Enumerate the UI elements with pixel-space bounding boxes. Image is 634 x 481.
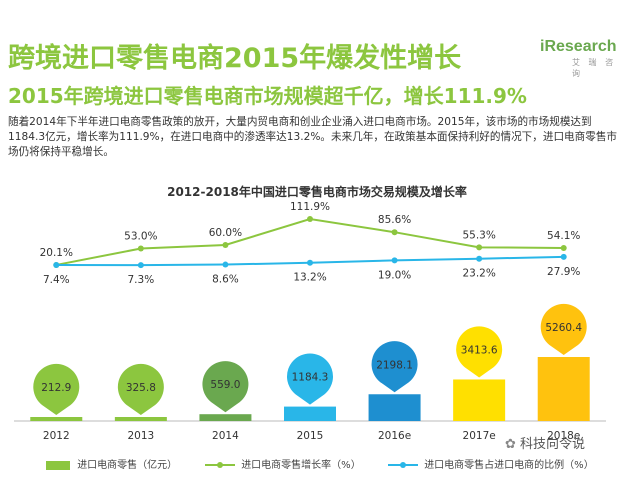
legend-growth-label: 进口电商零售增长率（%） (241, 460, 361, 471)
x-tick-label: 2014 (212, 430, 239, 442)
legend-bar-label: 进口电商零售（亿元） (77, 460, 178, 471)
share-value-label: 23.2% (462, 268, 495, 280)
share-point-2012 (53, 262, 60, 269)
legend-share: 进口电商零售占进口电商的比例（%） (388, 456, 594, 471)
bar-2016e (368, 394, 421, 421)
share-value-label: 13.2% (293, 272, 326, 284)
bar-2012 (30, 417, 83, 421)
growth-point-2016e (391, 229, 398, 236)
share-point-2015 (307, 259, 313, 266)
growth-point-2015 (307, 216, 313, 223)
growth-point-2017e (476, 244, 483, 251)
share-value-label: 27.9% (547, 266, 580, 278)
bar-2013 (114, 417, 167, 421)
growth-value-label: 53.0% (124, 231, 157, 243)
bar-marker-2015 (287, 353, 334, 405)
legend-growth: 进口电商零售增长率（%） (205, 456, 361, 471)
bar-marker-2014 (202, 361, 249, 413)
legend-growth-swatch (205, 462, 235, 468)
share-point-2017e (476, 255, 483, 262)
brand-name: iResearch (540, 38, 617, 55)
bar-marker-2016e (371, 341, 418, 393)
brand-sub: 艾 瑞 咨 询 (572, 58, 617, 78)
bar-value-label: 3413.6 (461, 344, 498, 356)
legend-share-label: 进口电商零售占进口电商的比例（%） (424, 460, 594, 471)
growth-value-label: 20.1% (40, 247, 73, 259)
bar-marker-2013 (117, 363, 164, 415)
bar-value-label: 2198.1 (376, 359, 413, 371)
chart-title: 2012-2018年中国进口零售电商市场交易规模及增长率 (167, 185, 467, 199)
bar-marker-2018e (540, 303, 587, 355)
watermark: ✿ 科技向令说 (505, 433, 585, 452)
subheadline: 2015年跨境进口零售电商市场规模超千亿，增长111.9% (8, 84, 527, 108)
bar-2015 (284, 406, 336, 421)
bar-value-label: 325.8 (126, 382, 156, 394)
intro-paragraph: 随着2014年下半年进口电商零售政策的放开，大量内贸电商和创业企业涌入进口电商市… (8, 116, 618, 158)
headline: 跨境进口零售电商2015年爆发性增长 (8, 43, 462, 74)
x-tick-label: 2018e (547, 430, 580, 442)
bar-2018e (537, 357, 590, 421)
growth-point-2018e (560, 244, 567, 251)
share-value-label: 7.3% (128, 274, 155, 286)
legend-bar-swatch (46, 460, 70, 470)
share-point-2013 (137, 262, 144, 269)
bar-2017e (453, 379, 506, 421)
share-value-label: 8.6% (212, 274, 239, 286)
bar-value-label: 1184.3 (292, 372, 329, 384)
watermark-text: 科技向令说 (520, 437, 586, 452)
bar-marker-2017e (456, 326, 503, 378)
legend-bar: 进口电商零售（亿元） (46, 456, 177, 471)
share-value-label: 19.0% (378, 269, 411, 281)
legend-share-swatch (388, 462, 418, 468)
growth-value-label: 54.1% (547, 230, 580, 242)
wechat-icon: ✿ (505, 437, 516, 452)
growth-point-2013 (137, 245, 144, 252)
growth-value-label: 60.0% (209, 227, 242, 239)
bar-value-label: 559.0 (210, 379, 240, 391)
bar-marker-2012 (33, 363, 80, 415)
x-tick-label: 2013 (127, 430, 154, 442)
x-tick-label: 2012 (43, 430, 70, 442)
bar-2014 (199, 414, 252, 421)
share-point-2016e (391, 257, 398, 264)
x-tick-label: 2015 (297, 430, 324, 442)
bar-value-label: 5260.4 (545, 322, 582, 334)
brand-logo: iResearch 艾 瑞 咨 询 (540, 38, 624, 82)
growth-value-label: 85.6% (378, 214, 411, 226)
x-tick-label: 2016e (378, 430, 411, 442)
growth-value-label: 55.3% (462, 229, 495, 241)
chart-legend: 进口电商零售（亿元） 进口电商零售增长率（%） 进口电商零售占进口电商的比例（%… (0, 453, 634, 471)
share-value-label: 7.4% (43, 274, 70, 286)
x-tick-label: 2017e (463, 430, 496, 442)
growth-point-2014 (222, 242, 229, 248)
bar-value-label: 212.9 (41, 382, 71, 394)
share-point-2014 (222, 261, 229, 268)
share-point-2018e (560, 253, 567, 260)
growth-value-label: 111.9% (290, 201, 330, 213)
